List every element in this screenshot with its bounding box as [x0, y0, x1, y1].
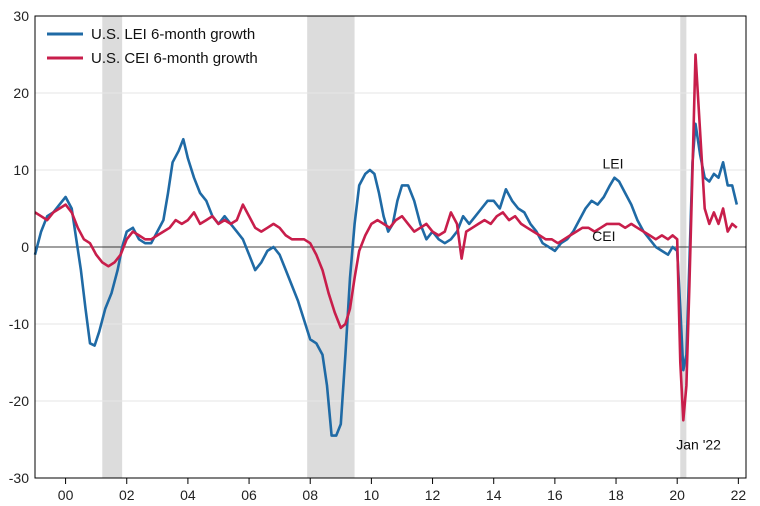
annotation-label: LEI [602, 155, 623, 171]
x-tick-label: 02 [119, 487, 135, 503]
x-tick-label: 06 [241, 487, 257, 503]
legend: U.S. LEI 6-month growth U.S. CEI 6-month … [47, 26, 258, 67]
annotation-label: Jan '22 [676, 437, 721, 453]
annotations: LEI CEI Jan '22 [592, 155, 721, 452]
x-tick-label: 10 [364, 487, 380, 503]
x-tick-label: 22 [731, 487, 747, 503]
x-tick-label: 18 [608, 487, 624, 503]
y-tick-label: 10 [13, 162, 29, 178]
legend-entry: U.S. LEI 6-month growth [91, 26, 255, 43]
x-axis-ticks: 00 02 04 06 08 10 12 14 16 18 20 22 [58, 478, 747, 503]
plot-frame [34, 15, 747, 479]
series-lines [33, 53, 739, 437]
x-tick-label: 14 [486, 487, 502, 503]
series-line-cei [34, 53, 738, 422]
annotation-label: CEI [592, 228, 615, 244]
y-tick-label: -10 [9, 316, 29, 332]
x-tick-label: 04 [180, 487, 196, 503]
x-tick-label: 16 [547, 487, 563, 503]
legend-entry: U.S. CEI 6-month growth [91, 50, 258, 67]
gridlines [35, 92, 746, 402]
series-line-lei [33, 122, 739, 437]
y-tick-label: -30 [9, 470, 29, 486]
y-axis-ticks: -30 -20 -10 0 10 20 30 [9, 8, 29, 486]
x-tick-label: 00 [58, 487, 74, 503]
y-tick-label: 20 [13, 85, 29, 101]
x-tick-label: 20 [669, 487, 685, 503]
y-tick-label: 0 [21, 239, 29, 255]
y-tick-label: 30 [13, 8, 29, 24]
y-tick-label: -20 [9, 393, 29, 409]
x-tick-label: 08 [302, 487, 318, 503]
x-tick-label: 12 [425, 487, 441, 503]
